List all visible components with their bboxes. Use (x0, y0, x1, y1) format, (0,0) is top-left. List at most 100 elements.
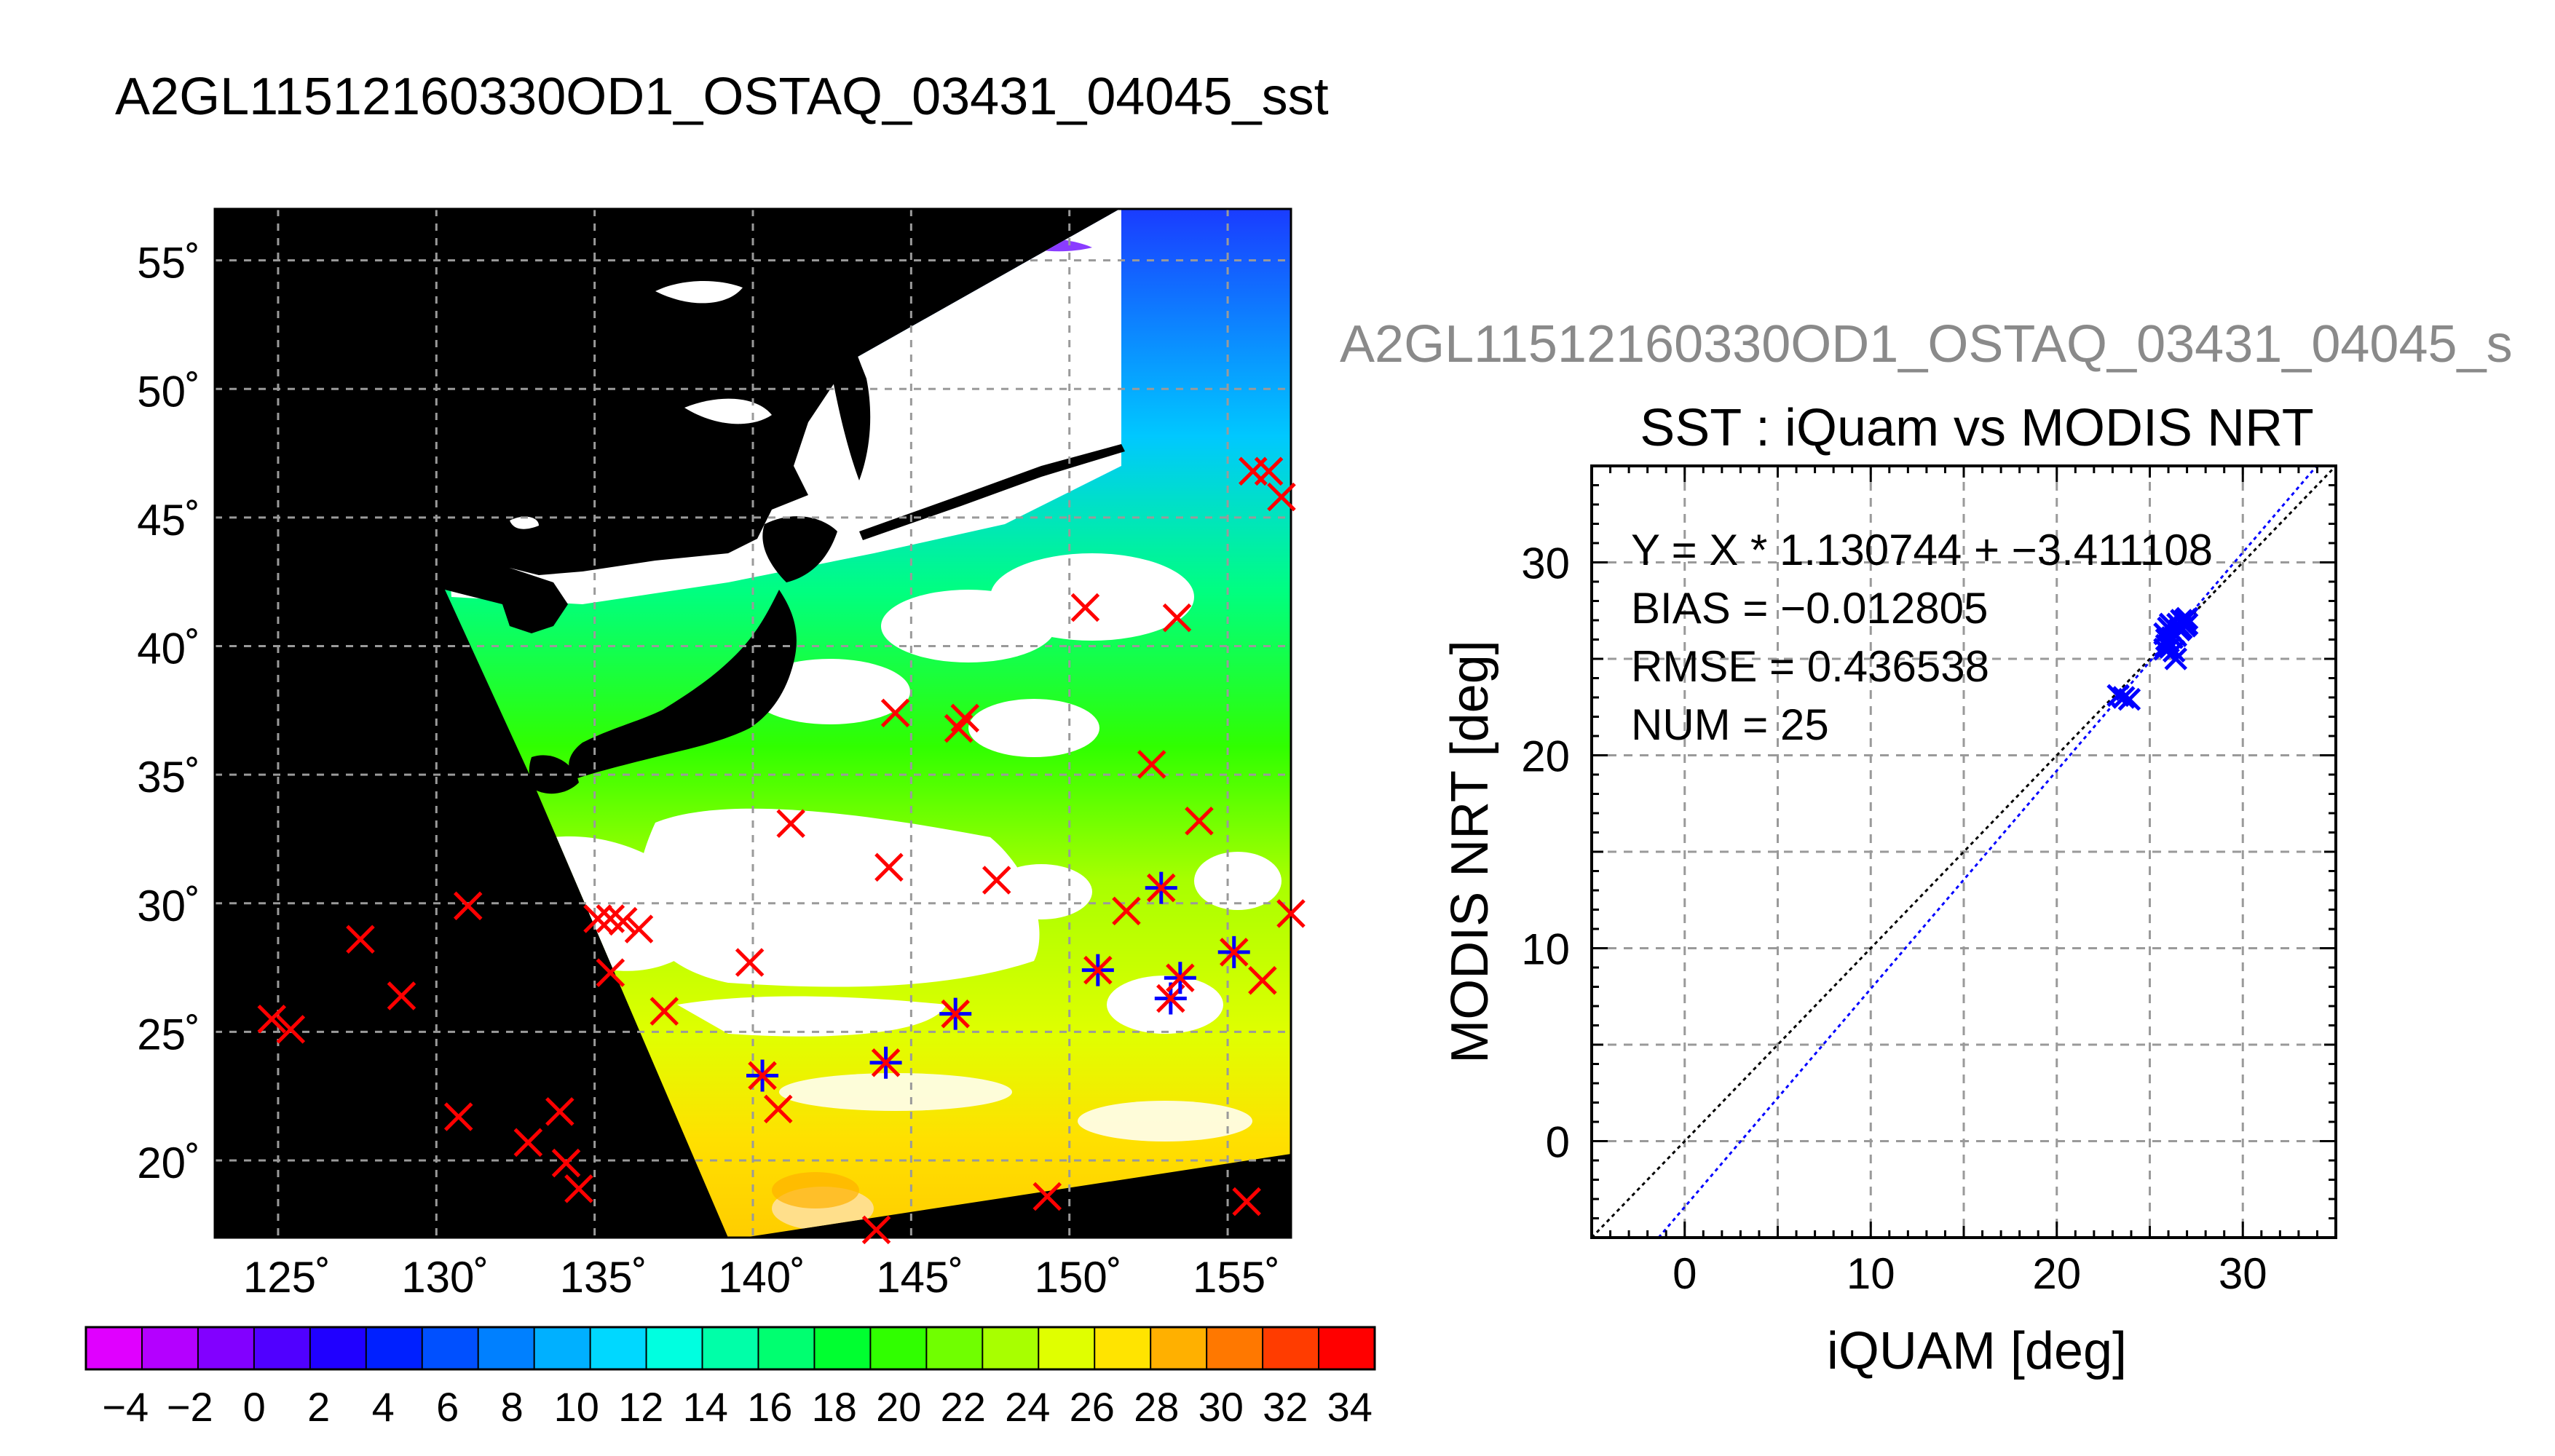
scatter-ytick-label: 20 (1521, 732, 1570, 781)
page-title: A2GL11512160330OD1_OSTAQ_03431_04045_sst (115, 68, 1329, 126)
colorbar-swatch (422, 1327, 479, 1369)
iquam-marker (871, 1048, 901, 1077)
iquam-marker (257, 1004, 287, 1034)
iquam-marker (545, 1097, 574, 1126)
iquam-marker (1083, 955, 1113, 985)
scatter-gridlines (1592, 466, 2336, 1238)
iquam-marker (649, 997, 679, 1026)
colorbar-label: 32 (1263, 1384, 1308, 1430)
lon-label: 145˚ (876, 1253, 963, 1302)
iquam-marker (1147, 873, 1176, 903)
scatter-annotation: NUM = 25 (1631, 700, 1829, 749)
iquam-marker (1267, 482, 1296, 512)
colorbar-swatch (1207, 1327, 1263, 1369)
ice-patches (510, 280, 772, 529)
colorbar-swatch (197, 1327, 255, 1369)
iquam-marker (453, 891, 483, 921)
scatter-annotation: RMSE = 0.436538 (1631, 642, 1989, 691)
map-border (213, 207, 1292, 1239)
iquam-marker (1232, 1187, 1261, 1216)
iquam-marker (1185, 806, 1214, 836)
scatter-point (2117, 687, 2141, 711)
iquam-marker (982, 866, 1011, 895)
iquam-marker (1276, 899, 1306, 928)
lon-label: 130˚ (401, 1253, 489, 1302)
scatter-tick-labels: 0 10 20 30 0 10 20 30 (1521, 539, 2267, 1299)
colorbar-label: 4 (372, 1384, 395, 1430)
scatter-xlabel: iQUAM [deg] (1827, 1322, 2127, 1380)
scatter-points (2106, 606, 2199, 711)
iquam-marker (748, 1061, 777, 1091)
scatter-xtick-label: 30 (2219, 1249, 2267, 1298)
colorbar-label: 2 (307, 1384, 330, 1430)
scatter-point (2153, 637, 2176, 661)
scatter-ytick-label: 10 (1521, 925, 1570, 974)
colorbar-swatch (86, 1327, 143, 1369)
lat-label: 20˚ (137, 1139, 200, 1187)
colorbar-label: 8 (501, 1384, 524, 1430)
colorbar-swatch (1263, 1327, 1319, 1369)
colorbar-swatch (534, 1327, 591, 1369)
iquam-marker (387, 981, 416, 1010)
iquam-marker (735, 948, 765, 977)
scatter-ytick-label: 30 (1521, 539, 1570, 588)
colorbar-label: 34 (1327, 1384, 1373, 1430)
colorbar-label: −2 (167, 1384, 213, 1430)
scatter-point (2164, 647, 2188, 670)
scatter-ticks (1590, 464, 2337, 1239)
lon-label: 140˚ (718, 1253, 805, 1302)
iquam-marker (776, 809, 805, 839)
iquam-marker (861, 1215, 891, 1245)
colorbar-swatch (814, 1327, 871, 1369)
lat-label: 50˚ (137, 367, 200, 416)
colorbar-label: 16 (747, 1384, 792, 1430)
scatter-point (2106, 684, 2130, 708)
fit-line (1657, 465, 2318, 1238)
iquam-marker (513, 1128, 543, 1158)
scatter-annotations: Y = X * 1.130744 + −3.411108 BIAS = −0.01… (1631, 526, 2213, 749)
iquam-marker (609, 906, 638, 936)
iquam-marker (880, 698, 910, 728)
colorbar-swatch (646, 1327, 703, 1369)
lat-label: 30˚ (137, 882, 200, 930)
scatter-annotation: BIAS = −0.012805 (1631, 584, 1988, 633)
iquam-marker (551, 1148, 581, 1178)
colorbar-swatch (590, 1327, 647, 1369)
scatter-point (2158, 612, 2182, 636)
lon-label: 155˚ (1193, 1253, 1280, 1302)
iquam-marker (950, 703, 980, 733)
colorbar-swatch (1094, 1327, 1151, 1369)
iquam-marker (1166, 963, 1195, 992)
colorbar-swatch (1319, 1327, 1375, 1369)
iquam-marker (1070, 593, 1100, 622)
longitude-labels: 125˚ 130˚ 135˚ 140˚ 145˚ 150˚ 155˚ (243, 1253, 1280, 1302)
colorbar-border (84, 1326, 1376, 1371)
colorbar-swatch (141, 1327, 199, 1369)
colorbar-label: 14 (683, 1384, 728, 1430)
colorbar-swatch (870, 1327, 927, 1369)
scatter-reference-lines (1590, 464, 2337, 1239)
lon-label: 150˚ (1035, 1253, 1122, 1302)
land (215, 209, 1125, 794)
iquam-marker (1032, 1182, 1062, 1211)
lat-label: 55˚ (137, 239, 200, 288)
colorbar-swatch (366, 1327, 423, 1369)
iquam-marker (1162, 603, 1192, 633)
iquam-marker (276, 1015, 306, 1044)
colorbar-swatch (982, 1327, 1039, 1369)
colorbar-swatch (1038, 1327, 1095, 1369)
colorbar-swatch (309, 1327, 367, 1369)
colorbar-label: 20 (876, 1384, 921, 1430)
scatter-xtick-label: 0 (1673, 1249, 1697, 1298)
colorbar-swatch (926, 1327, 983, 1369)
scatter-title: SST : iQuam vs MODIS NRT (1640, 399, 2314, 457)
colorbar (84, 1326, 1376, 1371)
lon-label: 125˚ (243, 1253, 331, 1302)
colorbar-label: 26 (1070, 1384, 1115, 1430)
iquam-marker (874, 852, 904, 882)
scatter-point (2175, 612, 2199, 636)
colorbar-label: 10 (554, 1384, 599, 1430)
colorbar-label: −4 (102, 1384, 149, 1430)
scatter-plot: SST : iQuam vs MODIS NRT 0 10 20 300102030 … (1441, 399, 2337, 1380)
colorbar-label: 12 (618, 1384, 663, 1430)
